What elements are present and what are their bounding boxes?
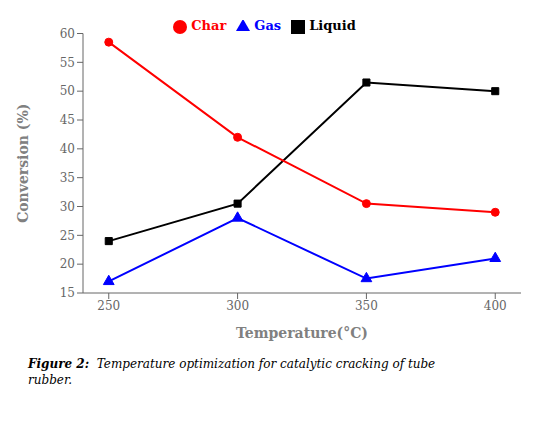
svg-text:Temperature(°C): Temperature(°C)	[236, 325, 368, 341]
svg-text:40: 40	[60, 142, 75, 156]
svg-text:35: 35	[60, 171, 75, 185]
svg-text:250: 250	[97, 299, 120, 313]
svg-text:60: 60	[60, 27, 75, 41]
html-text:Figure 2: Temperature optimiza: Figure 2: Temperature optimization for c…	[28, 357, 436, 387]
svg-text:45: 45	[60, 113, 75, 127]
html-text:Char: Char	[191, 18, 227, 33]
svg-text:400: 400	[484, 299, 507, 313]
html-text:Liquid: Liquid	[309, 18, 356, 33]
svg-text:20: 20	[60, 257, 75, 271]
svg-text:30: 30	[60, 200, 75, 214]
svg-text:350: 350	[355, 299, 378, 313]
svg-text:Conversion (%): Conversion (%)	[15, 104, 31, 223]
svg-text:50: 50	[60, 84, 75, 98]
svg-text:55: 55	[60, 56, 75, 70]
svg-text:300: 300	[226, 299, 249, 313]
svg-text:15: 15	[60, 286, 75, 300]
svg-text:25: 25	[60, 229, 75, 243]
html-text:Gas: Gas	[254, 18, 282, 33]
